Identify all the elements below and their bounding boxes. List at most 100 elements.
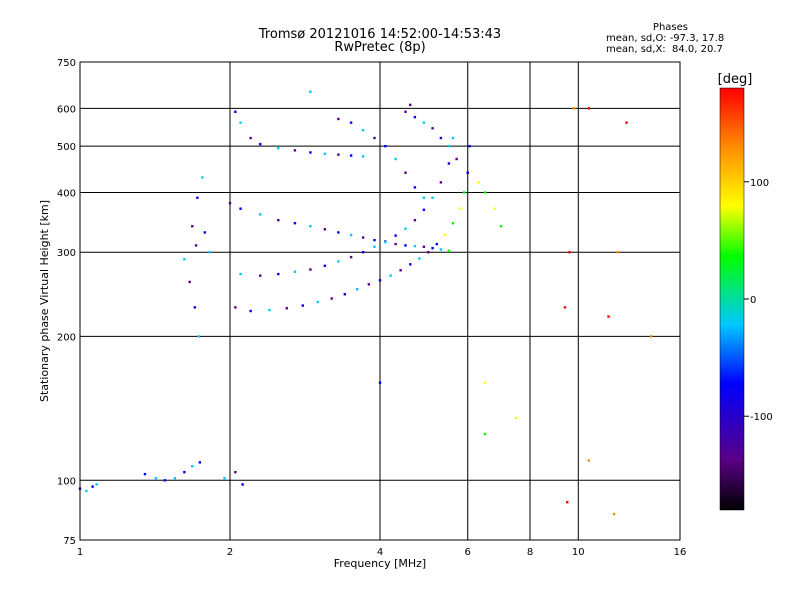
stats-header: Phases [652, 22, 688, 33]
data-point [309, 225, 312, 228]
x-tick-label: 10 [572, 547, 585, 558]
data-point [188, 280, 191, 284]
data-point [378, 279, 382, 282]
data-point [355, 288, 359, 291]
y-tick-label: 400 [57, 188, 76, 199]
data-point [587, 459, 591, 462]
data-point [649, 335, 653, 338]
data-point [447, 162, 451, 165]
data-point [373, 136, 376, 140]
data-point [223, 477, 226, 480]
data-point [462, 191, 466, 194]
data-point [361, 155, 365, 158]
data-point [394, 234, 397, 237]
data-point [203, 231, 206, 234]
data-point [439, 136, 443, 140]
data-point [337, 260, 340, 263]
data-point [337, 117, 340, 121]
data-point [459, 207, 462, 210]
data-point [565, 500, 569, 504]
x-tick-label: 1 [77, 547, 83, 558]
data-point [249, 309, 252, 313]
x-tick-label: 4 [377, 547, 383, 558]
stats-line-o: mean, sd,O: -97.3, 17.8 [606, 33, 725, 44]
data-point [413, 244, 417, 248]
x-tick-label: 16 [674, 547, 687, 558]
data-point [91, 485, 94, 488]
data-point [422, 208, 426, 212]
data-point [191, 225, 194, 228]
data-point [234, 306, 237, 309]
data-point [330, 297, 333, 300]
data-point [293, 222, 297, 225]
data-point [483, 191, 487, 194]
data-point [239, 121, 242, 124]
data-point [413, 186, 417, 189]
data-point [378, 381, 382, 384]
data-point [293, 270, 297, 273]
data-point [196, 196, 199, 199]
data-point [418, 257, 421, 260]
data-point [367, 283, 371, 286]
data-point [422, 121, 426, 124]
data-point [301, 304, 305, 307]
x-tick-label: 2 [227, 547, 233, 558]
data-point [587, 107, 591, 110]
data-point [234, 470, 237, 474]
data-point [422, 196, 426, 199]
data-point [239, 207, 242, 210]
data-point [431, 127, 434, 130]
data-point [439, 181, 443, 184]
data-point [191, 465, 194, 468]
data-point [499, 225, 503, 228]
data-point [483, 381, 487, 384]
data-point [85, 489, 88, 493]
data-point [431, 196, 434, 199]
data-point [259, 213, 262, 216]
data-point [389, 274, 392, 277]
data-point [394, 242, 397, 246]
data-point [201, 176, 204, 179]
data-point [361, 236, 365, 239]
y-tick-label: 600 [57, 104, 76, 115]
x-axis-label: Frequency [MHz] [334, 557, 426, 570]
data-point [323, 228, 327, 231]
plot-grid [80, 62, 680, 540]
data-point [228, 201, 232, 205]
data-point [349, 154, 353, 157]
data-point [268, 308, 271, 312]
chart-title: Tromsø 20121016 14:52:00-14:53:43 [258, 27, 502, 42]
data-point [323, 152, 327, 155]
data-point [394, 157, 397, 161]
data-point [361, 251, 365, 254]
data-point [316, 300, 319, 304]
data-point [409, 103, 412, 107]
data-point [343, 293, 347, 296]
data-point [277, 219, 280, 222]
stats-line-x: mean, sd,X: 84.0, 20.7 [606, 44, 723, 55]
data-point [483, 432, 487, 436]
data-point [431, 246, 434, 250]
data-point [309, 268, 312, 271]
data-point [404, 171, 407, 174]
data-point [143, 472, 147, 476]
data-point [173, 477, 177, 480]
chart-subtitle: RwPretec (8p) [334, 40, 426, 55]
data-point [95, 483, 98, 486]
data-point [466, 171, 469, 174]
data-point [404, 110, 407, 114]
data-point [277, 272, 280, 276]
y-tick-label: 200 [57, 332, 76, 343]
data-point [612, 512, 616, 516]
data-point [468, 144, 471, 148]
data-point [572, 107, 576, 110]
data-point [451, 222, 455, 225]
y-tick-label: 500 [57, 142, 76, 153]
data-point [427, 251, 430, 254]
data-point [323, 264, 327, 267]
colorbar-tick-label: 100 [750, 178, 769, 189]
x-tick-label: 8 [527, 547, 533, 558]
data-point [337, 231, 340, 234]
colorbar [719, 87, 745, 511]
x-axis-ticks: 1 2 4 6 8 10 16 [77, 547, 687, 558]
